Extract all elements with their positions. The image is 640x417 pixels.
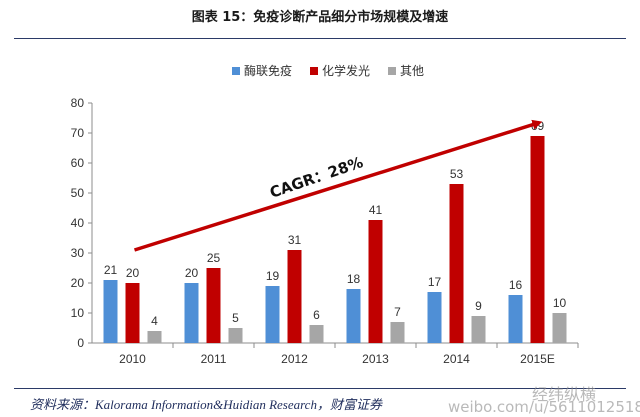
bar-1-2015E <box>508 295 523 343</box>
data-label: 21 <box>104 263 118 277</box>
legend-label-2: 化学发光 <box>322 63 370 78</box>
y-tick-label: 20 <box>71 276 85 290</box>
legend: 酶联免疫 化学发光 其他 <box>232 63 424 78</box>
bar-2-2013 <box>368 220 383 343</box>
bar-2-2011 <box>206 268 221 343</box>
bottom-divider <box>14 388 626 389</box>
bar-1-2014 <box>427 292 442 343</box>
bar-3-2015E <box>552 313 567 343</box>
chart-title: 图表 15：免疫诊断产品细分市场规模及增速 <box>191 10 449 25</box>
data-label: 5 <box>232 311 239 325</box>
y-tick-label: 50 <box>71 186 85 200</box>
y-tick-label: 70 <box>71 126 85 140</box>
bar-3-2014 <box>471 316 486 343</box>
top-divider <box>14 38 626 39</box>
legend-label-1: 酶联免疫 <box>244 63 292 78</box>
bar-1-2013 <box>346 289 361 343</box>
y-tick-label: 30 <box>71 246 85 260</box>
watermark-logo-text: 经纬纵横 <box>532 385 597 404</box>
data-label: 9 <box>475 299 482 313</box>
legend-label-3: 其他 <box>400 64 424 78</box>
y-tick-label: 40 <box>71 216 85 230</box>
data-label: 53 <box>450 167 464 181</box>
bar-2-2014 <box>449 184 464 343</box>
data-label: 19 <box>266 269 280 283</box>
x-tick-label: 2012 <box>281 352 308 366</box>
bar-1-2011 <box>184 283 199 343</box>
legend-swatch-3 <box>388 67 396 75</box>
data-label: 17 <box>428 275 442 289</box>
data-label: 20 <box>185 266 199 280</box>
bar-1-2012 <box>265 286 280 343</box>
x-tick-label: 2014 <box>443 352 470 366</box>
bar-2-2010 <box>125 283 140 343</box>
data-label: 4 <box>151 314 158 328</box>
data-label: 6 <box>313 308 320 322</box>
data-label: 25 <box>207 251 221 265</box>
cagr-arrow <box>133 119 543 252</box>
x-tick-label: 2013 <box>362 352 389 366</box>
bar-3-2010 <box>147 331 162 343</box>
cagr-annotation: CAGR：28% <box>133 119 543 252</box>
x-tick-label: 2010 <box>119 352 146 366</box>
data-label: 7 <box>394 305 401 319</box>
y-tick-label: 10 <box>71 306 85 320</box>
watermark-url: weibo.com/u/5611012518 <box>448 398 640 416</box>
bars <box>103 136 567 343</box>
y-tick-label: 0 <box>77 336 84 350</box>
data-label: 41 <box>369 203 383 217</box>
data-label: 18 <box>347 272 361 286</box>
legend-swatch-1 <box>232 67 240 75</box>
data-label: 10 <box>553 296 567 310</box>
y-tick-label: 80 <box>71 96 85 110</box>
bar-3-2013 <box>390 322 405 343</box>
y-tick-label: 60 <box>71 156 85 170</box>
bar-2-2015E <box>530 136 545 343</box>
bar-3-2011 <box>228 328 243 343</box>
data-label: 20 <box>126 266 140 280</box>
data-label: 31 <box>288 233 302 247</box>
source-note: 资料来源：Kalorama Information&Huidian Resear… <box>30 397 382 412</box>
bar-3-2012 <box>309 325 324 343</box>
legend-swatch-2 <box>310 67 318 75</box>
data-label: 16 <box>509 278 523 292</box>
bar-2-2012 <box>287 250 302 343</box>
x-tick-label: 2011 <box>201 352 227 366</box>
bar-1-2010 <box>103 280 118 343</box>
x-tick-label: 2015E <box>520 352 555 366</box>
